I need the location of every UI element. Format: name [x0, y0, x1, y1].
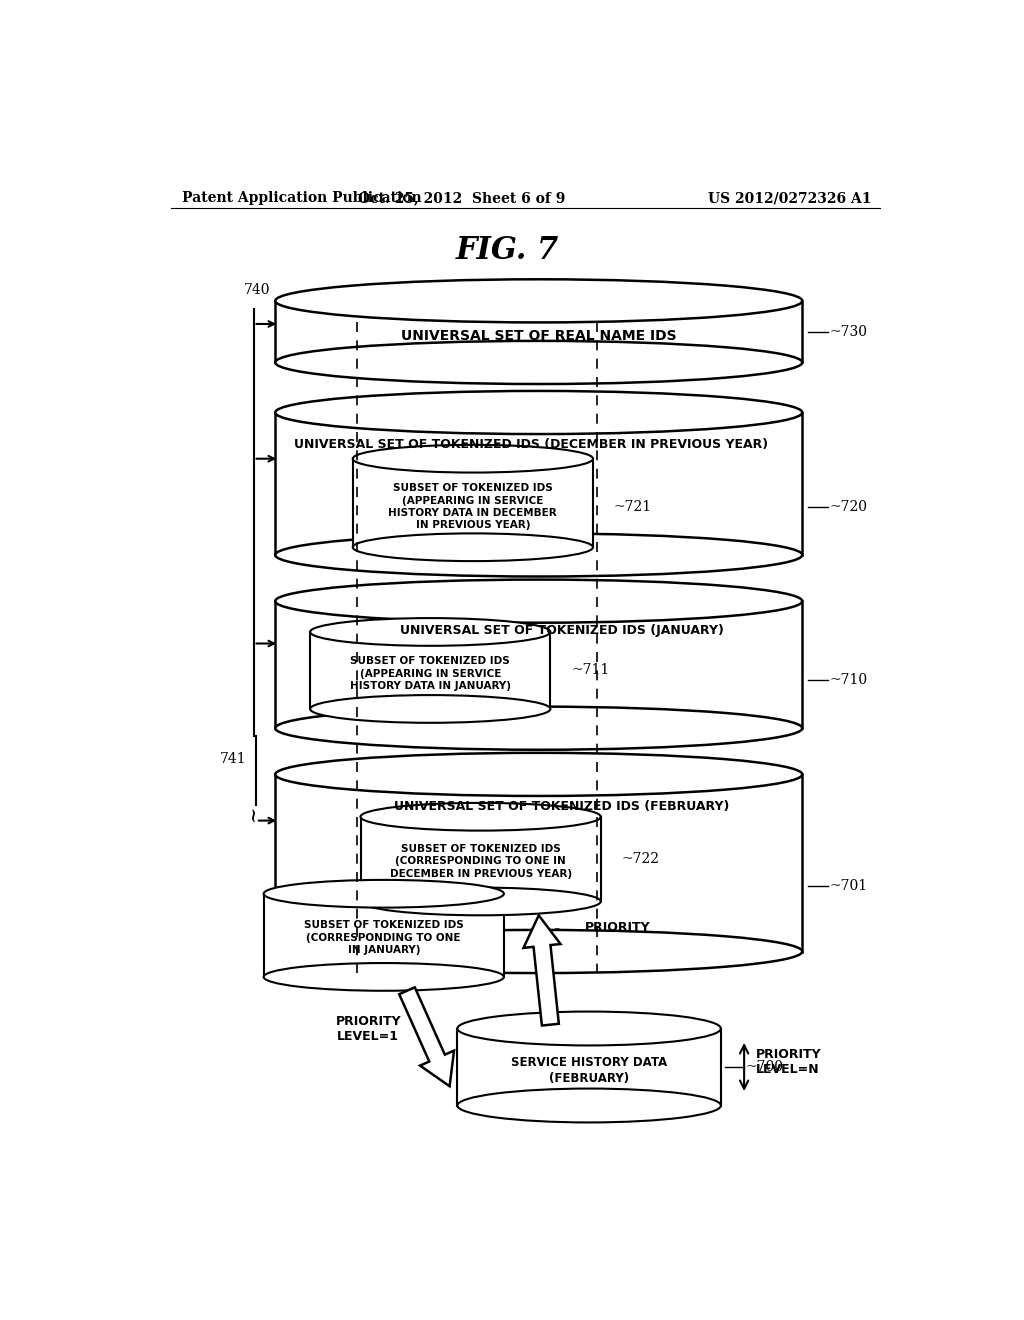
- Text: 741: 741: [220, 752, 247, 766]
- Ellipse shape: [360, 803, 601, 830]
- Text: UNIVERSAL SET OF TOKENIZED IDS (FEBRUARY): UNIVERSAL SET OF TOKENIZED IDS (FEBRUARY…: [394, 800, 730, 813]
- Ellipse shape: [275, 341, 802, 384]
- Text: ~720: ~720: [829, 500, 867, 513]
- Polygon shape: [458, 1028, 721, 1106]
- Ellipse shape: [275, 280, 802, 322]
- Polygon shape: [360, 817, 601, 902]
- Text: SERVICE HISTORY DATA
(FEBRUARY): SERVICE HISTORY DATA (FEBRUARY): [511, 1056, 668, 1085]
- Text: ~: ~: [244, 805, 262, 821]
- Text: ~712: ~712: [524, 928, 563, 942]
- Text: PRIORITY
LEVEL=1: PRIORITY LEVEL=1: [336, 1015, 401, 1043]
- Text: UNIVERSAL SET OF TOKENIZED IDS (DECEMBER IN PREVIOUS YEAR): UNIVERSAL SET OF TOKENIZED IDS (DECEMBER…: [294, 438, 768, 451]
- Text: SUBSET OF TOKENIZED IDS
(APPEARING IN SERVICE
HISTORY DATA IN JANUARY): SUBSET OF TOKENIZED IDS (APPEARING IN SE…: [350, 656, 511, 690]
- Text: US 2012/0272326 A1: US 2012/0272326 A1: [709, 191, 872, 206]
- Polygon shape: [352, 459, 593, 548]
- Text: ~730: ~730: [829, 325, 867, 339]
- Text: Patent Application Publication: Patent Application Publication: [182, 191, 422, 206]
- Ellipse shape: [352, 445, 593, 473]
- Text: ~711: ~711: [571, 664, 609, 677]
- Polygon shape: [263, 894, 504, 977]
- Ellipse shape: [310, 618, 550, 645]
- Ellipse shape: [360, 887, 601, 915]
- Ellipse shape: [275, 752, 802, 796]
- Polygon shape: [275, 601, 802, 729]
- Ellipse shape: [275, 391, 802, 434]
- Text: PRIORITY
LEVEL=N: PRIORITY LEVEL=N: [756, 1048, 821, 1076]
- Ellipse shape: [275, 706, 802, 750]
- Text: ~722: ~722: [622, 853, 659, 866]
- Ellipse shape: [458, 1089, 721, 1122]
- Text: ~701: ~701: [829, 879, 867, 894]
- Text: SUBSET OF TOKENIZED IDS
(APPEARING IN SERVICE
HISTORY DATA IN DECEMBER
IN PREVIO: SUBSET OF TOKENIZED IDS (APPEARING IN SE…: [388, 483, 557, 531]
- Ellipse shape: [458, 1011, 721, 1045]
- Text: SUBSET OF TOKENIZED IDS
(CORRESPONDING TO ONE IN
DECEMBER IN PREVIOUS YEAR): SUBSET OF TOKENIZED IDS (CORRESPONDING T…: [389, 843, 571, 879]
- Text: UNIVERSAL SET OF TOKENIZED IDS (JANUARY): UNIVERSAL SET OF TOKENIZED IDS (JANUARY): [400, 624, 724, 638]
- Polygon shape: [275, 412, 802, 554]
- Polygon shape: [275, 775, 802, 952]
- Ellipse shape: [310, 696, 550, 723]
- Ellipse shape: [352, 533, 593, 561]
- Text: Oct. 25, 2012  Sheet 6 of 9: Oct. 25, 2012 Sheet 6 of 9: [357, 191, 565, 206]
- Text: PRIORITY
LEVEL=2: PRIORITY LEVEL=2: [586, 921, 651, 949]
- Text: SUBSET OF TOKENIZED IDS
(CORRESPONDING TO ONE
IN JANUARY): SUBSET OF TOKENIZED IDS (CORRESPONDING T…: [304, 920, 464, 956]
- Polygon shape: [399, 987, 454, 1086]
- Polygon shape: [310, 632, 550, 709]
- Ellipse shape: [275, 579, 802, 623]
- Polygon shape: [275, 301, 802, 363]
- Text: ~721: ~721: [614, 500, 652, 513]
- Ellipse shape: [263, 964, 504, 991]
- Text: 740: 740: [245, 282, 270, 297]
- Ellipse shape: [275, 533, 802, 577]
- Polygon shape: [523, 915, 560, 1026]
- Text: UNIVERSAL SET OF REAL NAME IDS: UNIVERSAL SET OF REAL NAME IDS: [401, 329, 677, 343]
- Text: ~700: ~700: [745, 1060, 783, 1074]
- Ellipse shape: [275, 929, 802, 973]
- Ellipse shape: [263, 880, 504, 908]
- Text: FIG. 7: FIG. 7: [456, 235, 559, 267]
- Text: ~710: ~710: [829, 673, 867, 688]
